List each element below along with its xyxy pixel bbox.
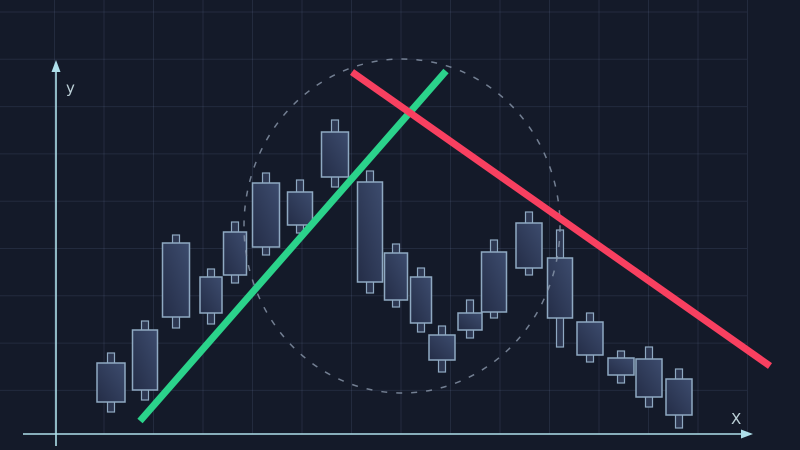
pattern-circle-annotation — [243, 58, 561, 394]
candle-body — [515, 222, 543, 269]
candle-19 — [635, 346, 663, 408]
candle-body — [222, 231, 248, 276]
candle-18 — [607, 350, 635, 384]
candle-body — [576, 321, 604, 356]
candle-8 — [320, 119, 350, 188]
candle-body — [635, 358, 663, 398]
candle-7 — [286, 179, 314, 234]
candle-body — [199, 276, 223, 314]
candle-9 — [356, 170, 384, 294]
candle-body — [607, 357, 635, 376]
candle-body — [356, 181, 384, 283]
candle-12 — [428, 325, 456, 373]
candle-body — [383, 252, 409, 301]
candle-3 — [161, 234, 191, 329]
candle-body — [161, 242, 191, 318]
candle-1 — [96, 352, 126, 413]
candle-20 — [665, 368, 693, 429]
candle-11 — [409, 267, 433, 333]
candle-body — [409, 276, 433, 324]
candle-6 — [251, 172, 281, 256]
candle-series — [96, 119, 693, 429]
candle-body — [96, 362, 126, 403]
candle-17 — [576, 312, 604, 363]
candle-body — [665, 378, 693, 416]
candle-4 — [199, 268, 223, 325]
y-axis-label: y — [66, 79, 75, 97]
candle-15 — [515, 211, 543, 276]
candle-body — [286, 191, 314, 226]
grid-lines — [0, 0, 748, 434]
candle-5 — [222, 221, 248, 284]
candle-body — [480, 251, 508, 313]
candle-body — [546, 257, 574, 319]
candle-13 — [457, 299, 483, 339]
candle-body — [131, 329, 159, 391]
candle-2 — [131, 320, 159, 401]
candle-16 — [546, 229, 574, 348]
candle-body — [251, 182, 281, 248]
candle-14 — [480, 239, 508, 319]
candle-body — [457, 312, 483, 331]
candle-body — [428, 334, 456, 361]
downtrend-line — [349, 69, 773, 369]
candle-body — [320, 131, 350, 178]
x-axis-label: X — [731, 410, 741, 428]
candle-10 — [383, 243, 409, 308]
y-axis-arrow-icon — [51, 60, 61, 72]
uptrend-line — [137, 68, 449, 424]
axes: y X — [23, 60, 753, 446]
x-axis-arrow-icon — [741, 429, 753, 439]
